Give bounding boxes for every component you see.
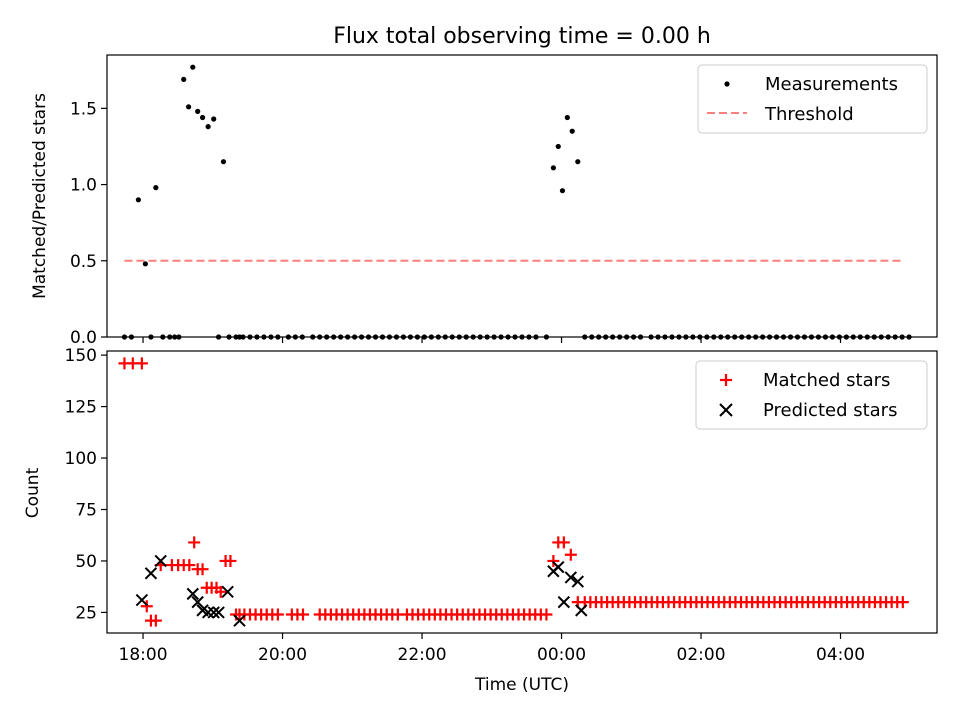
legend-matched-label: Matched stars bbox=[763, 370, 890, 391]
bottom-x-tick-label: 22:00 bbox=[398, 645, 447, 665]
predicted-star-point bbox=[557, 595, 571, 609]
chart-title: Flux total observing time = 0.00 h bbox=[333, 24, 711, 49]
matched-star-point bbox=[214, 585, 227, 598]
top-y-axis-label: Matched/Predicted stars bbox=[30, 93, 50, 299]
predicted-star-point bbox=[186, 587, 199, 601]
measurement-point bbox=[181, 76, 187, 82]
matched-star-point bbox=[224, 554, 237, 567]
top-panel: 0.0 0.5 1.0 1.5 Matched/Predicted stars Mea… bbox=[30, 54, 938, 348]
measurement-point bbox=[199, 114, 206, 121]
top-legend-box bbox=[697, 64, 928, 134]
legend-measurements-label: Measurements bbox=[765, 74, 898, 95]
measurement-point bbox=[550, 165, 556, 171]
measurement-point bbox=[186, 104, 192, 110]
bottom-x-tick-label: 20:00 bbox=[258, 645, 307, 665]
top-y-tick-label: 0.5 bbox=[70, 252, 97, 272]
measurement-point bbox=[190, 64, 196, 70]
bottom-x-tick-label: 00:00 bbox=[537, 645, 586, 665]
predicted-star-point bbox=[552, 560, 565, 574]
measurement-point bbox=[564, 114, 570, 121]
bottom-x-axis: 18:00 20:00 22:00 00:00 02:00 04:00 bbox=[119, 633, 865, 665]
predicted-star-point bbox=[201, 606, 215, 619]
legend-measurements-marker bbox=[724, 81, 730, 87]
measurement-point bbox=[142, 261, 148, 267]
bottom-axes-frame bbox=[106, 350, 938, 634]
bottom-y-tick-label: 125 bbox=[65, 398, 97, 418]
top-y-tick-label: 0.0 bbox=[70, 328, 97, 348]
legend-matched-marker bbox=[720, 374, 732, 386]
matched-star-point bbox=[188, 536, 201, 549]
matched-star-point bbox=[896, 596, 909, 609]
legend-predicted-marker bbox=[719, 403, 733, 417]
measurement-point bbox=[569, 128, 575, 134]
predicted-star-point bbox=[564, 571, 578, 584]
measurement-point bbox=[153, 185, 159, 191]
legend-threshold-label: Threshold bbox=[764, 104, 854, 125]
matched-star-point bbox=[196, 563, 209, 576]
matched-star-point bbox=[135, 357, 148, 370]
bottom-y-tick-label: 50 bbox=[75, 552, 97, 572]
bottom-x-tick-label: 04:00 bbox=[816, 645, 865, 665]
matched-star-point bbox=[564, 548, 577, 561]
top-axes-frame bbox=[106, 54, 938, 338]
measurement-point bbox=[559, 188, 566, 194]
predicted-star-point bbox=[191, 595, 204, 609]
bottom-legend-box bbox=[695, 360, 928, 430]
bottom-y-tick-label: 25 bbox=[75, 603, 97, 623]
measurement-point bbox=[211, 116, 217, 122]
bottom-y-axis-label: Count bbox=[23, 467, 43, 518]
bottom-legend: Matched stars Predicted stars bbox=[695, 360, 928, 430]
measurement-point bbox=[205, 124, 211, 130]
matched-star-point bbox=[296, 608, 309, 621]
legend-predicted-label: Predicted stars bbox=[763, 400, 897, 421]
matched-star-point bbox=[271, 608, 284, 621]
bottom-y-tick-label: 100 bbox=[65, 449, 97, 469]
matched-star-point bbox=[557, 536, 570, 549]
predicted-star-point bbox=[575, 604, 588, 617]
bottom-y-tick-label: 75 bbox=[75, 500, 97, 520]
measurement-point bbox=[195, 108, 201, 114]
top-y-tick-label: 1.5 bbox=[70, 99, 97, 119]
matched-star-point bbox=[149, 614, 162, 627]
predicted-star-point bbox=[233, 614, 246, 627]
predicted-star-point bbox=[154, 554, 167, 568]
bottom-panel: 25 50 75 100 125 150 18:00 20:00 22:00 00:00 02:0… bbox=[23, 346, 938, 695]
measurement-point bbox=[575, 159, 581, 165]
predicted-star-point bbox=[207, 606, 220, 619]
matched-star-point bbox=[183, 559, 196, 572]
bottom-y-axis: 25 50 75 100 125 150 bbox=[65, 346, 107, 623]
predicted-star-point bbox=[221, 585, 234, 599]
bottom-y-tick-label: 150 bbox=[65, 346, 97, 366]
top-legend: Measurements Threshold bbox=[697, 64, 928, 134]
matched-star-point bbox=[540, 608, 553, 621]
predicted-star-point bbox=[144, 567, 158, 580]
matched-star-point bbox=[140, 600, 153, 613]
top-y-tick-label: 1.0 bbox=[70, 176, 97, 196]
bottom-x-tick-label: 02:00 bbox=[677, 645, 726, 665]
measurement-point bbox=[555, 143, 561, 150]
top-y-axis: 0.0 0.5 1.0 1.5 bbox=[70, 99, 107, 348]
predicted-star-point bbox=[212, 606, 225, 619]
bottom-x-axis-label: Time (UTC) bbox=[474, 675, 569, 695]
top-x-axis bbox=[142, 337, 842, 343]
predicted-star-point bbox=[571, 575, 585, 588]
measurement-point bbox=[220, 159, 227, 165]
matched-star-point bbox=[547, 554, 560, 567]
bottom-plot-area bbox=[118, 357, 909, 627]
predicted-star-point bbox=[135, 593, 149, 607]
measurement-point bbox=[135, 197, 141, 203]
bottom-x-tick-label: 18:00 bbox=[119, 645, 168, 665]
